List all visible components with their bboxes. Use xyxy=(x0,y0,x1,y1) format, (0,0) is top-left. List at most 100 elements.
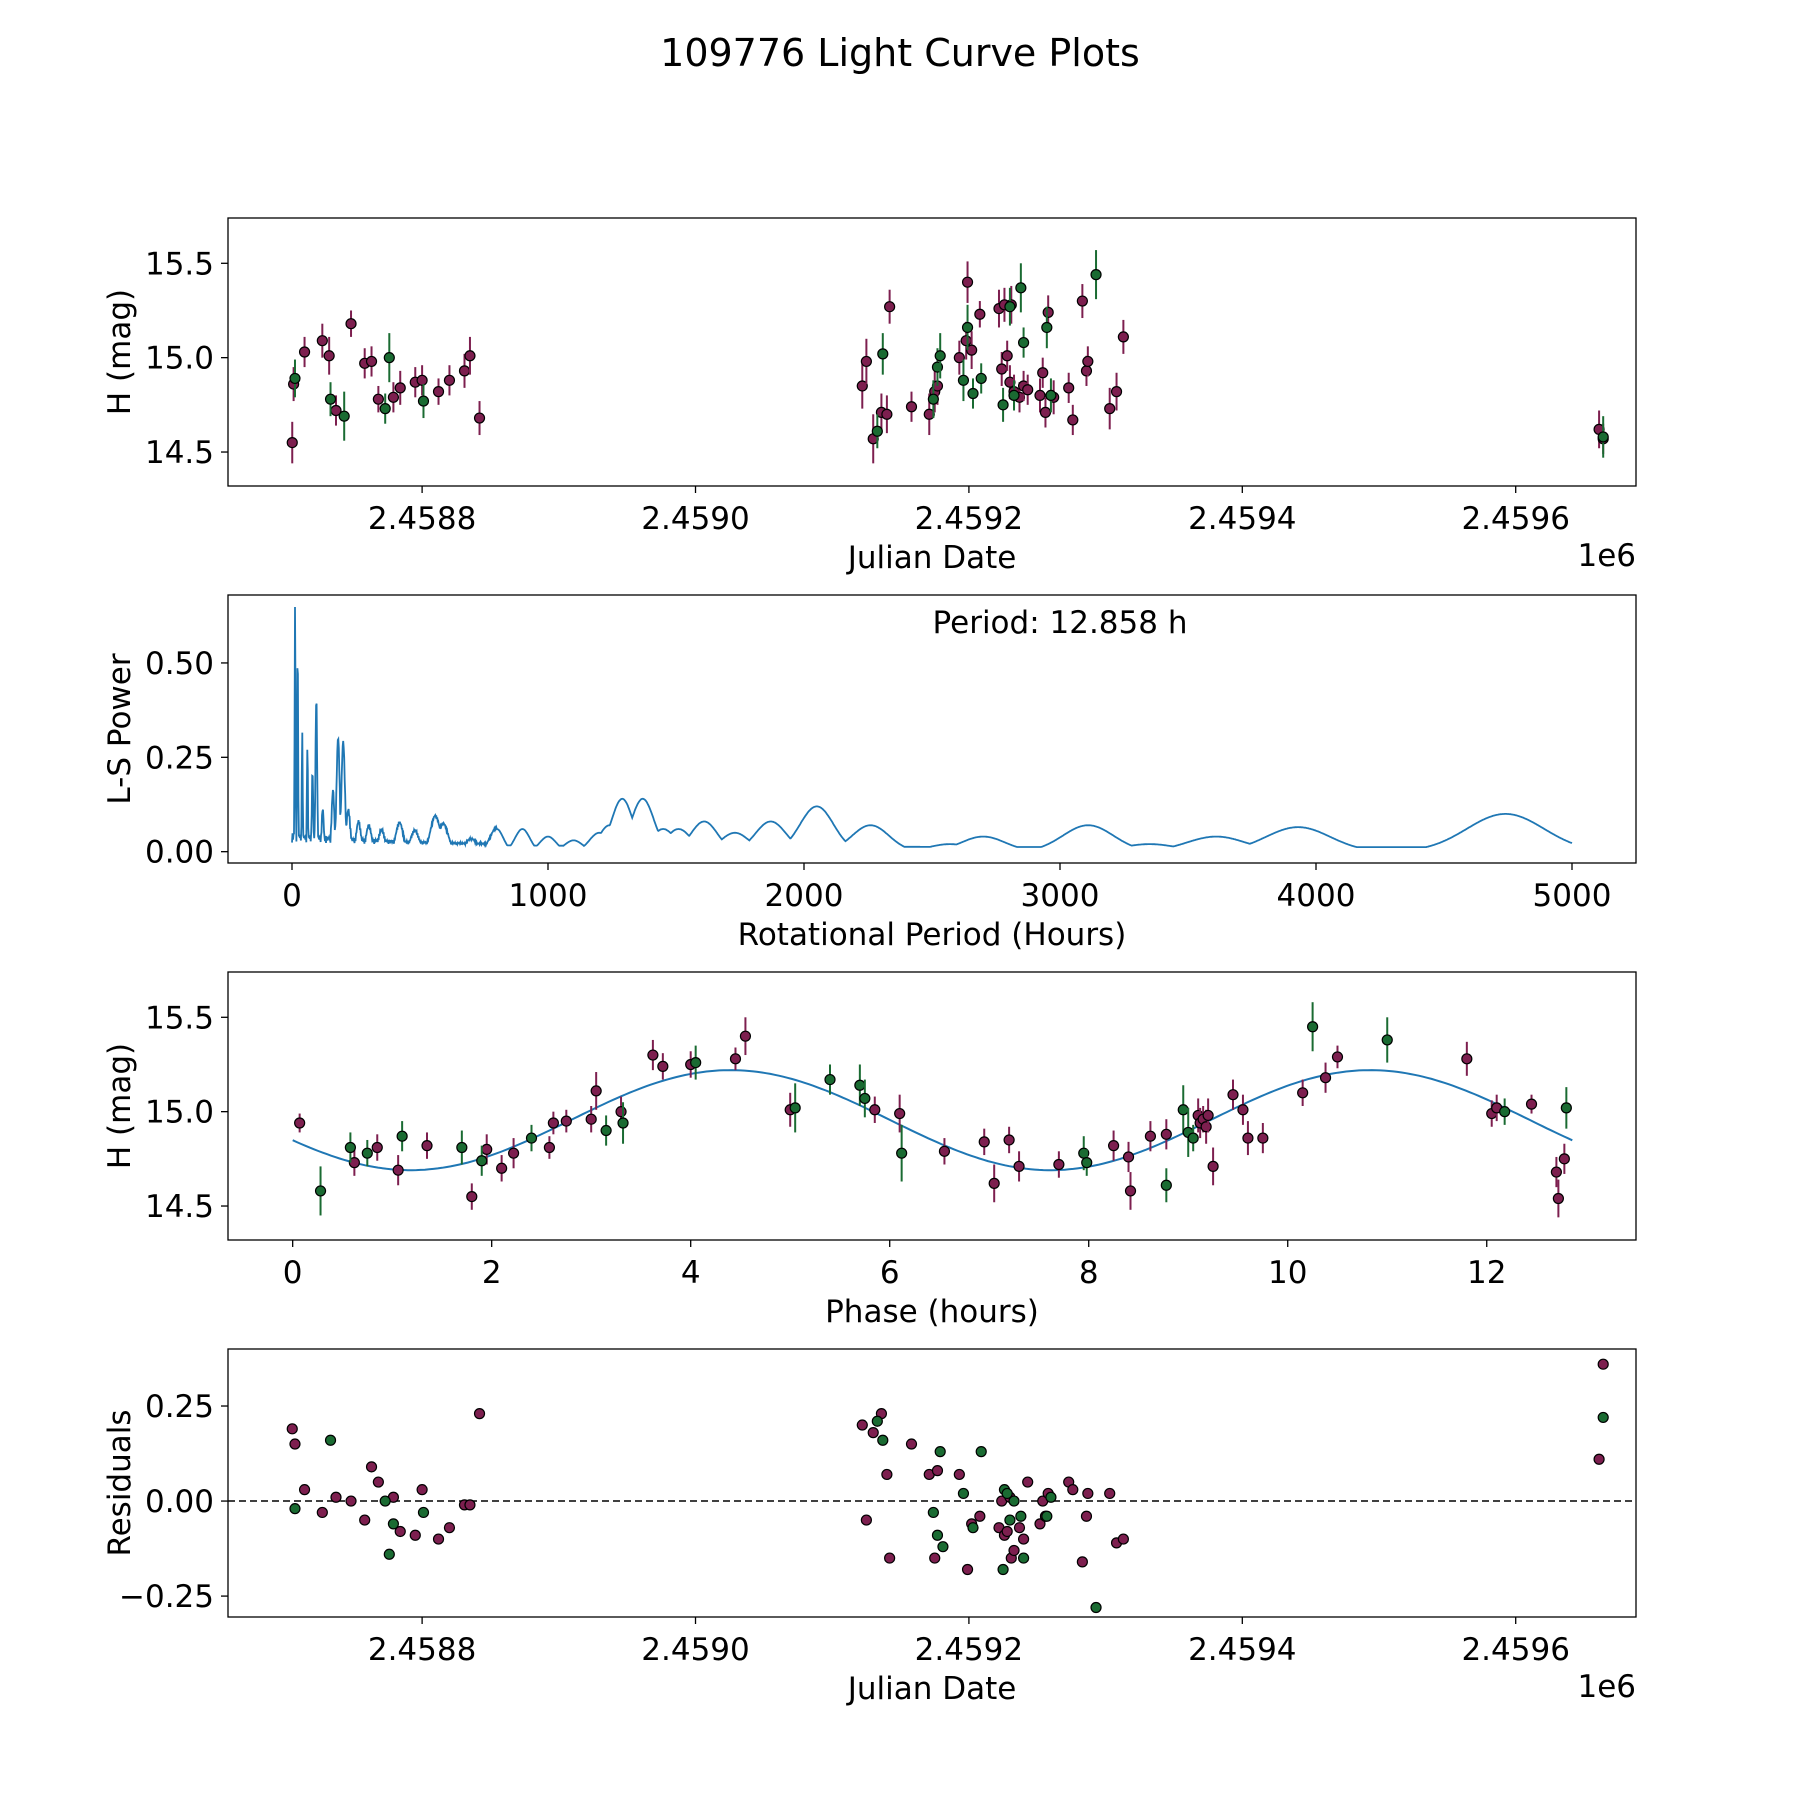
data-point xyxy=(324,1434,337,1446)
data-point xyxy=(1063,382,1075,394)
data-point xyxy=(881,1468,893,1481)
data-point xyxy=(496,1162,508,1174)
y-axis-label: L-S Power xyxy=(102,653,138,804)
x-tick-label: 3000 xyxy=(1021,878,1100,914)
data-point xyxy=(647,1049,659,1061)
data-point xyxy=(957,374,970,386)
data-point xyxy=(975,372,987,385)
data-point xyxy=(1017,1552,1030,1564)
data-point xyxy=(1001,350,1013,362)
data-point xyxy=(1307,1021,1319,1033)
data-point xyxy=(1117,331,1129,343)
data-point xyxy=(1067,1484,1079,1496)
data-point xyxy=(1041,321,1053,334)
data-point xyxy=(289,1503,301,1515)
data-point xyxy=(1593,1453,1605,1465)
data-point xyxy=(1037,367,1049,379)
data-point xyxy=(1331,1051,1344,1063)
plot-frame xyxy=(227,594,1637,864)
y-tick-label: 0.00 xyxy=(145,835,214,871)
data-point xyxy=(371,1141,383,1154)
y-tick-label: 0.25 xyxy=(145,740,214,776)
data-point xyxy=(967,1522,979,1534)
data-point xyxy=(934,350,946,362)
data-point xyxy=(289,372,301,385)
data-point xyxy=(458,365,471,377)
data-point xyxy=(1257,1132,1269,1144)
x-tick-label: 8 xyxy=(1079,1255,1099,1291)
plot-frame xyxy=(227,1348,1637,1618)
data-point xyxy=(934,1446,946,1458)
data-point xyxy=(905,401,918,413)
data-point xyxy=(1041,1510,1053,1522)
data-point xyxy=(929,1552,941,1564)
data-point xyxy=(953,1468,965,1481)
data-point xyxy=(345,318,357,330)
data-point xyxy=(927,1506,939,1519)
data-point xyxy=(1160,1128,1172,1140)
y-tick-label: 14.5 xyxy=(145,1189,214,1225)
panel-residuals: 2.4588 2.4590 2.4592 2.4594 2.4596 −0.25 0.00 0… xyxy=(102,1348,1637,1707)
data-point xyxy=(560,1115,572,1127)
data-point xyxy=(978,1136,990,1148)
x-tick-label: 6 xyxy=(880,1255,900,1291)
y-tick-label: 15.5 xyxy=(145,246,214,282)
data-point xyxy=(938,1145,951,1157)
data-point xyxy=(585,1113,597,1125)
data-point xyxy=(525,1132,538,1144)
data-point xyxy=(789,1102,801,1114)
data-point xyxy=(394,382,406,394)
data-point xyxy=(1552,1192,1564,1205)
data-point xyxy=(867,1427,879,1439)
x-tick-label: 10 xyxy=(1268,1255,1307,1291)
data-point xyxy=(824,1073,836,1086)
data-point xyxy=(1381,1034,1393,1046)
series-filter-1 xyxy=(286,1358,1609,1576)
panel-phased: 0 2 4 6 8 10 12 14.5 15.0 15.5 Phase (hours) H (mag… xyxy=(102,971,1637,1330)
data-point xyxy=(1090,1601,1102,1614)
data-point xyxy=(1297,1087,1309,1099)
data-point xyxy=(316,1506,328,1519)
data-point xyxy=(476,1155,488,1167)
x-tick-label: 4000 xyxy=(1277,878,1356,914)
data-point xyxy=(416,374,428,386)
data-point xyxy=(739,1030,752,1042)
data-point xyxy=(869,1104,881,1116)
data-point xyxy=(1227,1089,1239,1101)
data-point xyxy=(1004,1514,1016,1526)
data-point xyxy=(856,380,868,392)
data-point xyxy=(286,1423,298,1435)
data-point xyxy=(314,1185,327,1197)
y-axis-label: Residuals xyxy=(102,1409,138,1556)
data-point xyxy=(1117,1533,1129,1545)
x-axis-label: Julian Date xyxy=(846,1671,1017,1707)
data-point xyxy=(323,350,335,362)
data-point xyxy=(617,1117,629,1129)
data-point xyxy=(396,1130,408,1142)
data-point xyxy=(974,308,986,320)
x-tick-label: 2.4596 xyxy=(1461,1632,1569,1668)
data-point xyxy=(884,301,896,313)
data-point xyxy=(298,1484,311,1496)
y-tick-label: 0.00 xyxy=(145,1484,214,1520)
x-tick-label: 2.4594 xyxy=(1188,1632,1296,1668)
series-filter-2 xyxy=(289,1411,1609,1614)
series-filter-1 xyxy=(294,1017,1570,1218)
data-point xyxy=(1144,1130,1157,1142)
x-axis-label: Rotational Period (Hours) xyxy=(738,917,1127,953)
data-point xyxy=(854,1079,866,1091)
data-point xyxy=(1104,403,1116,415)
data-point xyxy=(481,1143,493,1156)
data-point xyxy=(961,276,974,288)
data-point xyxy=(1200,1121,1212,1133)
periodogram-line xyxy=(291,606,1573,849)
data-point xyxy=(294,1117,306,1129)
data-point xyxy=(1076,1556,1088,1568)
data-point xyxy=(1177,1104,1189,1116)
data-point xyxy=(348,1157,360,1169)
data-point xyxy=(409,1529,421,1541)
data-point xyxy=(338,410,350,422)
y-tick-label: 15.0 xyxy=(145,1095,214,1131)
data-point xyxy=(464,1499,476,1511)
figure-title: 109776 Light Curve Plots xyxy=(660,31,1140,75)
